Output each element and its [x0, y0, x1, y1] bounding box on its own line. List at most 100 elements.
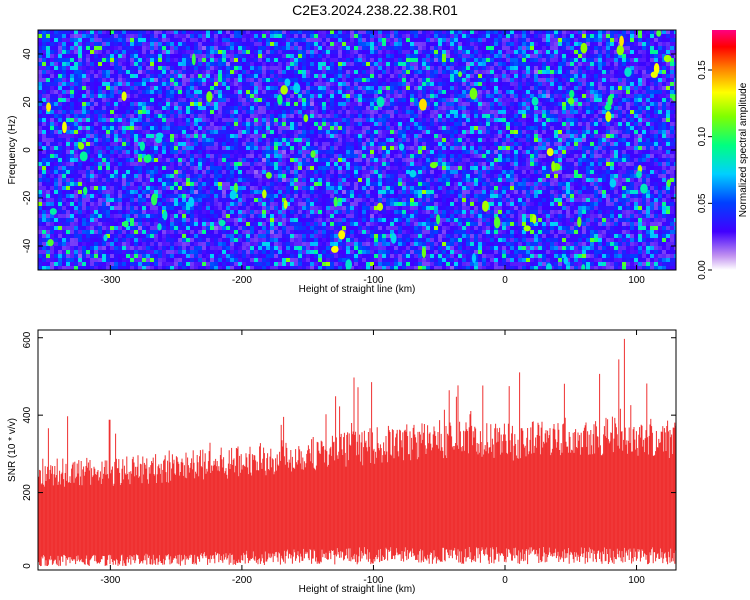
heatmap-cell [450, 146, 454, 150]
heatmap-cell [378, 38, 382, 42]
heatmap-cell [622, 78, 626, 82]
heatmap-cell [442, 134, 446, 138]
heatmap-cell [566, 50, 570, 54]
heatmap-cell [522, 66, 526, 70]
heatmap-cell [150, 54, 154, 58]
heatmap-cell [54, 102, 58, 106]
heatmap-cell [434, 130, 438, 134]
heatmap-cell [94, 38, 98, 42]
heatmap-cell [574, 62, 578, 66]
heatmap-cell [114, 94, 118, 98]
heatmap-cell [350, 118, 354, 122]
heatmap-cell [390, 46, 394, 50]
heatmap-cell [154, 102, 158, 106]
heatmap-cell [582, 70, 586, 74]
heatmap-cell [458, 50, 462, 54]
heatmap-cell [122, 66, 126, 70]
heatmap-cell [362, 90, 366, 94]
heatmap-cell [662, 78, 666, 82]
heatmap-cell [482, 134, 486, 138]
heatmap-cell [106, 110, 110, 114]
heatmap-cell [158, 110, 162, 114]
heatmap-cell [546, 122, 550, 126]
heatmap-cell [306, 42, 310, 46]
heatmap-cell [634, 86, 638, 90]
heatmap-cell [570, 30, 574, 34]
heatmap-cell [390, 74, 394, 78]
heatmap-cell [462, 102, 466, 106]
heatmap-cell [518, 102, 522, 106]
heatmap-cell [130, 94, 134, 98]
heatmap-cell [354, 66, 358, 70]
heatmap-cell [54, 46, 58, 50]
heatmap-cell [194, 70, 198, 74]
heatmap-cell [662, 146, 666, 150]
heatmap-cell [582, 106, 586, 110]
heatmap-cell [82, 130, 86, 134]
heatmap-cell [318, 34, 322, 38]
heatmap-cell [238, 118, 242, 122]
heatmap-cell [342, 126, 346, 130]
heatmap-cell [50, 90, 54, 94]
heatmap-cell [262, 142, 266, 146]
heatmap-cell [230, 38, 234, 42]
heatmap-cell [530, 70, 534, 74]
heatmap-cell [454, 54, 458, 58]
heatmap-cell [550, 134, 554, 138]
heatmap-cell [470, 150, 474, 154]
heatmap-cell [274, 134, 278, 138]
heatmap-cell [338, 134, 342, 138]
heatmap-cell [654, 106, 658, 110]
heatmap-cell [206, 142, 210, 146]
heatmap-cell [334, 114, 338, 118]
heatmap-cell [626, 110, 630, 114]
heatmap-cell [450, 86, 454, 90]
heatmap-cell [234, 134, 238, 138]
heatmap-cell [662, 130, 666, 134]
heatmap-cell [194, 142, 198, 146]
heatmap-cell [618, 90, 622, 94]
heatmap-cell [98, 130, 102, 134]
heatmap-cell [90, 94, 94, 98]
heatmap-cell [610, 46, 614, 50]
heatmap-cell [262, 70, 266, 74]
heatmap-cell [266, 70, 270, 74]
heatmap-cell [246, 110, 250, 114]
heatmap-cell [190, 130, 194, 134]
heatmap-cell [206, 62, 210, 66]
heatmap-cell [606, 102, 610, 106]
heatmap-cell [118, 98, 122, 102]
heatmap-cell [130, 102, 134, 106]
heatmap-cell [522, 46, 526, 50]
heatmap-cell [394, 38, 398, 42]
heatmap-cell [54, 30, 58, 34]
heatmap-cell [362, 46, 366, 50]
heatmap-cell [350, 98, 354, 102]
heatmap-cell [374, 38, 378, 42]
heatmap-cell [370, 82, 374, 86]
heatmap-cell [430, 78, 434, 82]
heatmap-cell [526, 90, 530, 94]
heatmap-cell [662, 34, 666, 38]
heatmap-cell [230, 42, 234, 46]
heatmap-cell [214, 110, 218, 114]
heatmap-cell [506, 110, 510, 114]
heatmap-cell [294, 118, 298, 122]
heatmap-cell [346, 98, 350, 102]
heatmap-cell [130, 82, 134, 86]
heatmap-cell [110, 46, 114, 50]
heatmap-cell [214, 98, 218, 102]
heatmap-cell [182, 30, 186, 34]
heatmap-cell [538, 126, 542, 130]
heatmap-cell [206, 122, 210, 126]
heatmap-cell [562, 38, 566, 42]
heatmap-cell [318, 142, 322, 146]
heatmap-cell [250, 126, 254, 130]
heatmap-cell [458, 130, 462, 134]
heatmap-cell [474, 114, 478, 118]
heatmap-cell [86, 102, 90, 106]
heatmap-cell [270, 118, 274, 122]
heatmap-cell [590, 130, 594, 134]
heatmap-cell [510, 50, 514, 54]
